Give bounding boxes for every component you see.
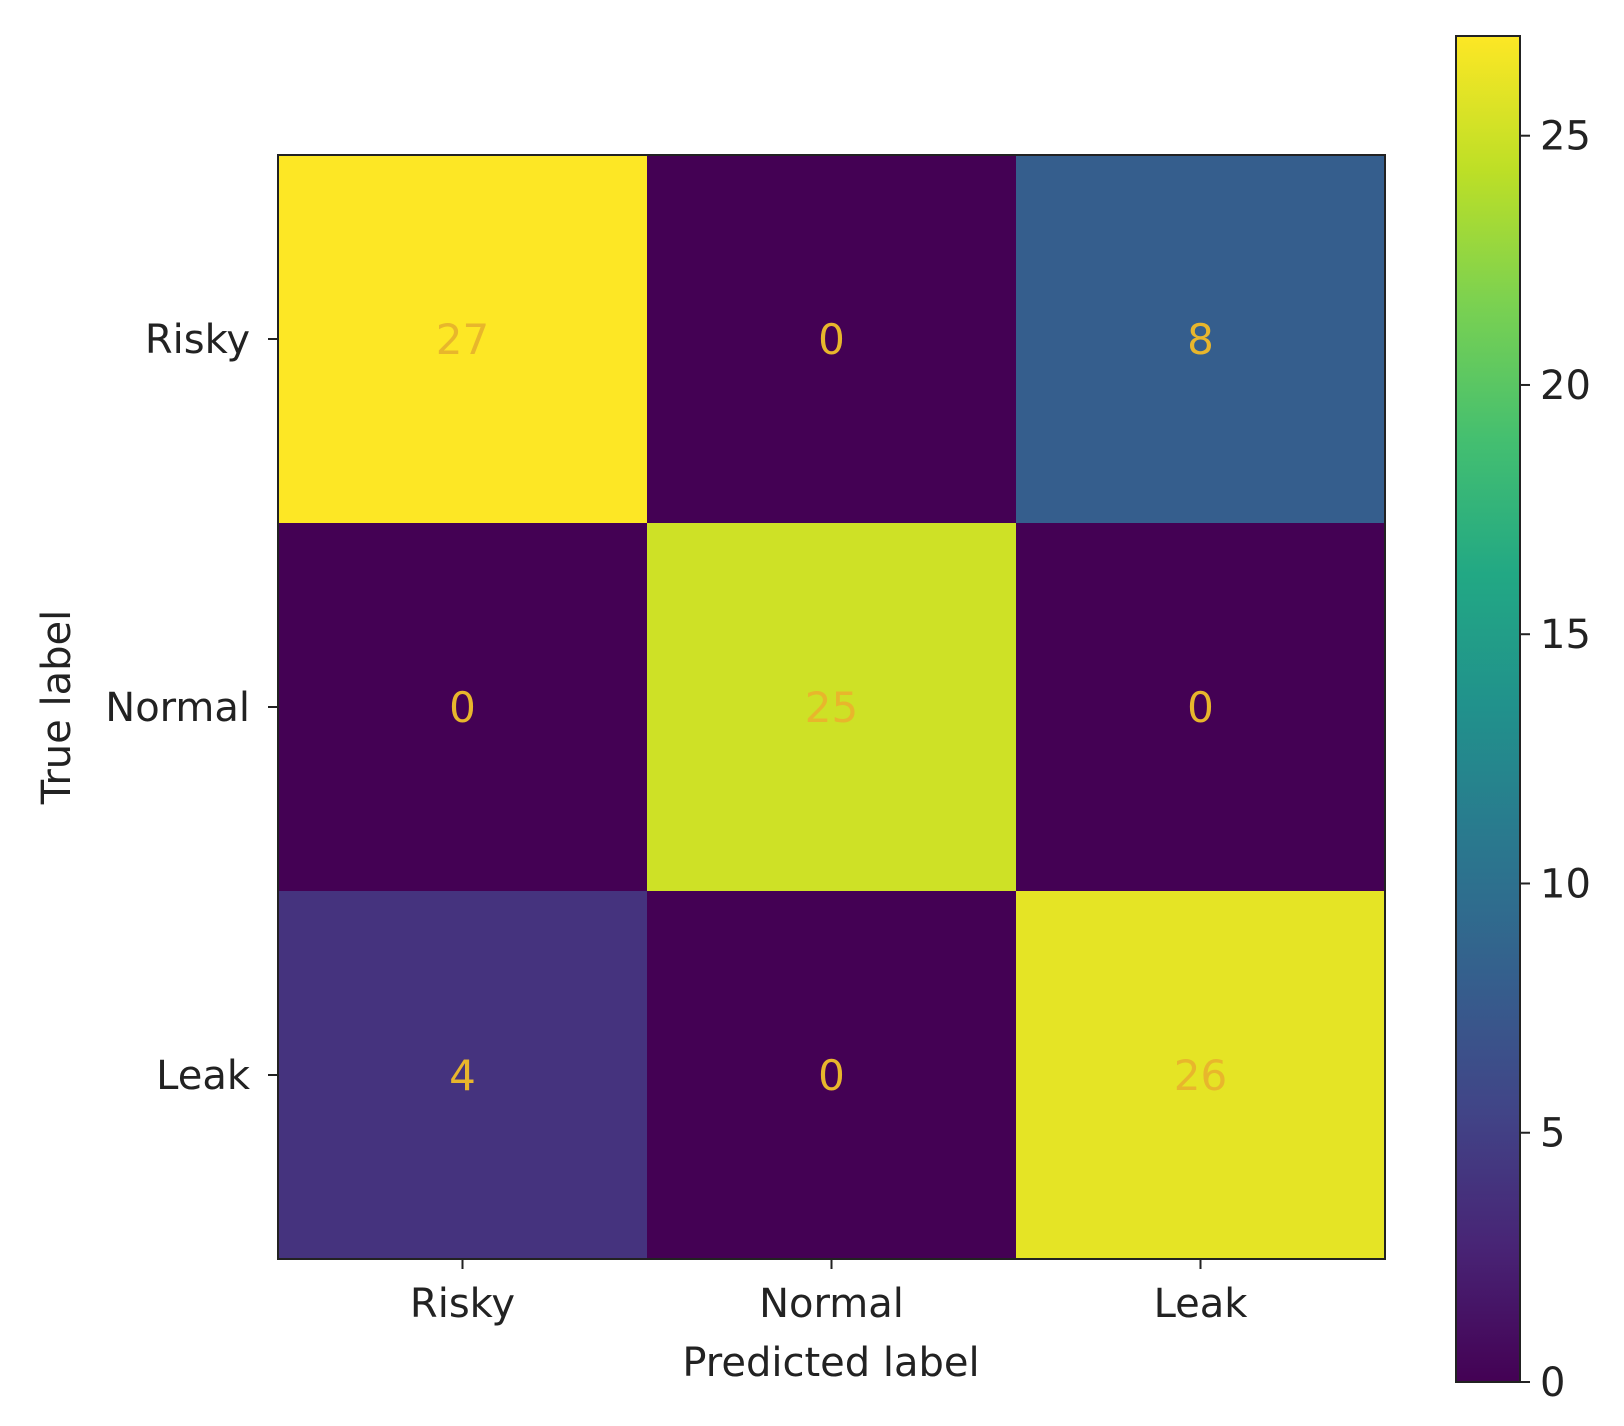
heatmap-cells <box>278 155 1386 1260</box>
x-tick-label: Normal <box>759 1281 904 1327</box>
colorbar-tick-label: 0 <box>1540 1360 1565 1406</box>
cell-value-2-0: 4 <box>449 1051 476 1100</box>
cell-value-2-2: 26 <box>1174 1051 1227 1100</box>
heatmap-cell-2-1 <box>647 891 1017 1260</box>
heatmap-cell-1-0 <box>278 523 648 892</box>
y-tick-label: Leak <box>156 1053 251 1099</box>
y-axis: Risky Normal Leak <box>105 317 278 1099</box>
heatmap-cell-0-0 <box>278 155 648 524</box>
x-axis-title: Predicted label <box>682 1340 979 1386</box>
heatmap-cell-0-1 <box>647 155 1017 524</box>
cell-value-1-2: 0 <box>1187 683 1214 732</box>
colorbar <box>1455 35 1521 1383</box>
heatmap-cell-1-1 <box>647 523 1017 892</box>
cell-value-0-2: 8 <box>1187 315 1214 364</box>
colorbar-tick-label: 25 <box>1540 114 1591 160</box>
cell-value-0-1: 0 <box>818 315 845 364</box>
colorbar-tick-label: 15 <box>1540 612 1591 658</box>
colorbar-axis: 0 5 10 15 20 25 <box>1520 114 1591 1406</box>
y-axis-title: True label <box>34 610 80 805</box>
heatmap-cell-0-2 <box>1016 155 1386 524</box>
heatmap-cell-1-2 <box>1016 523 1386 892</box>
cell-value-labels: 27 0 8 0 25 0 4 0 26 <box>436 315 1227 1100</box>
cell-value-1-0: 0 <box>449 683 476 732</box>
colorbar-tick-label: 10 <box>1540 861 1591 907</box>
x-axis: Risky Normal Leak <box>410 1259 1248 1327</box>
y-tick-label: Risky <box>145 317 250 363</box>
cell-value-1-1: 25 <box>805 683 858 732</box>
cell-value-2-1: 0 <box>818 1051 845 1100</box>
cell-value-0-0: 27 <box>436 315 489 364</box>
x-tick-label: Risky <box>410 1281 515 1327</box>
x-tick-label: Leak <box>1154 1281 1249 1327</box>
colorbar-tick-label: 20 <box>1540 363 1591 409</box>
y-tick-label: Normal <box>105 685 250 731</box>
heatmap-cell-2-2 <box>1016 891 1386 1260</box>
heatmap-cell-2-0 <box>278 891 648 1260</box>
colorbar-tick-label: 5 <box>1540 1111 1565 1157</box>
